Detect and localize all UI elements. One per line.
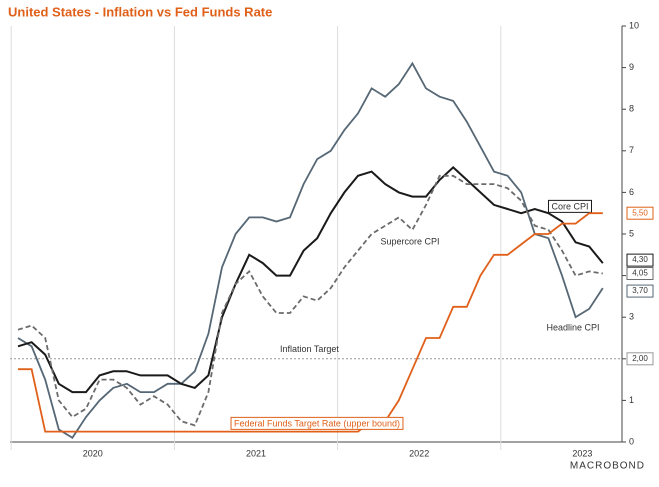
series-line — [17, 166, 604, 394]
x-tick-label: 2022 — [409, 448, 429, 458]
end-tag: 5,50 — [632, 208, 648, 217]
series-label-box — [547, 199, 593, 213]
series-line — [18, 212, 603, 433]
end-tag: 3,70 — [632, 286, 648, 295]
y-tick-label: 9 — [629, 62, 634, 72]
target-tag: 2,00 — [632, 354, 648, 363]
y-tick-label: 8 — [629, 104, 634, 114]
end-tag-box — [626, 267, 654, 281]
y-tick-label: 1 — [629, 395, 634, 405]
end-tag-box — [626, 206, 654, 220]
y-tick-label: 0 — [629, 436, 634, 446]
chart-title: United States - Inflation vs Fed Funds R… — [8, 4, 272, 19]
logo: MACROBOND — [570, 461, 645, 472]
series-label: Core CPI — [551, 201, 588, 211]
y-tick-label: 10 — [629, 20, 639, 30]
series-line — [17, 61, 604, 440]
series-label: Headline CPI — [546, 322, 599, 332]
end-tag: 4,30 — [632, 255, 648, 264]
y-tick-label: 3 — [629, 312, 634, 322]
end-tag: 4,05 — [632, 269, 648, 278]
x-tick-label: 2020 — [83, 448, 103, 458]
series-label: Federal Funds Target Rate (upper bound) — [234, 418, 400, 428]
y-tick-label: 6 — [629, 187, 634, 197]
end-tag-box — [626, 284, 654, 298]
target-label: Inflation Target — [280, 344, 339, 354]
x-tick-label: 2021 — [246, 448, 266, 458]
y-tick-label: 5 — [629, 228, 634, 238]
x-tick-label: 2023 — [572, 448, 592, 458]
series-label: Supercore CPI — [380, 236, 439, 246]
series-line — [17, 174, 603, 427]
end-tag-box — [626, 253, 654, 267]
target-tag-box — [626, 352, 654, 366]
y-tick-label: 7 — [629, 145, 634, 155]
series-label-box — [230, 416, 404, 430]
